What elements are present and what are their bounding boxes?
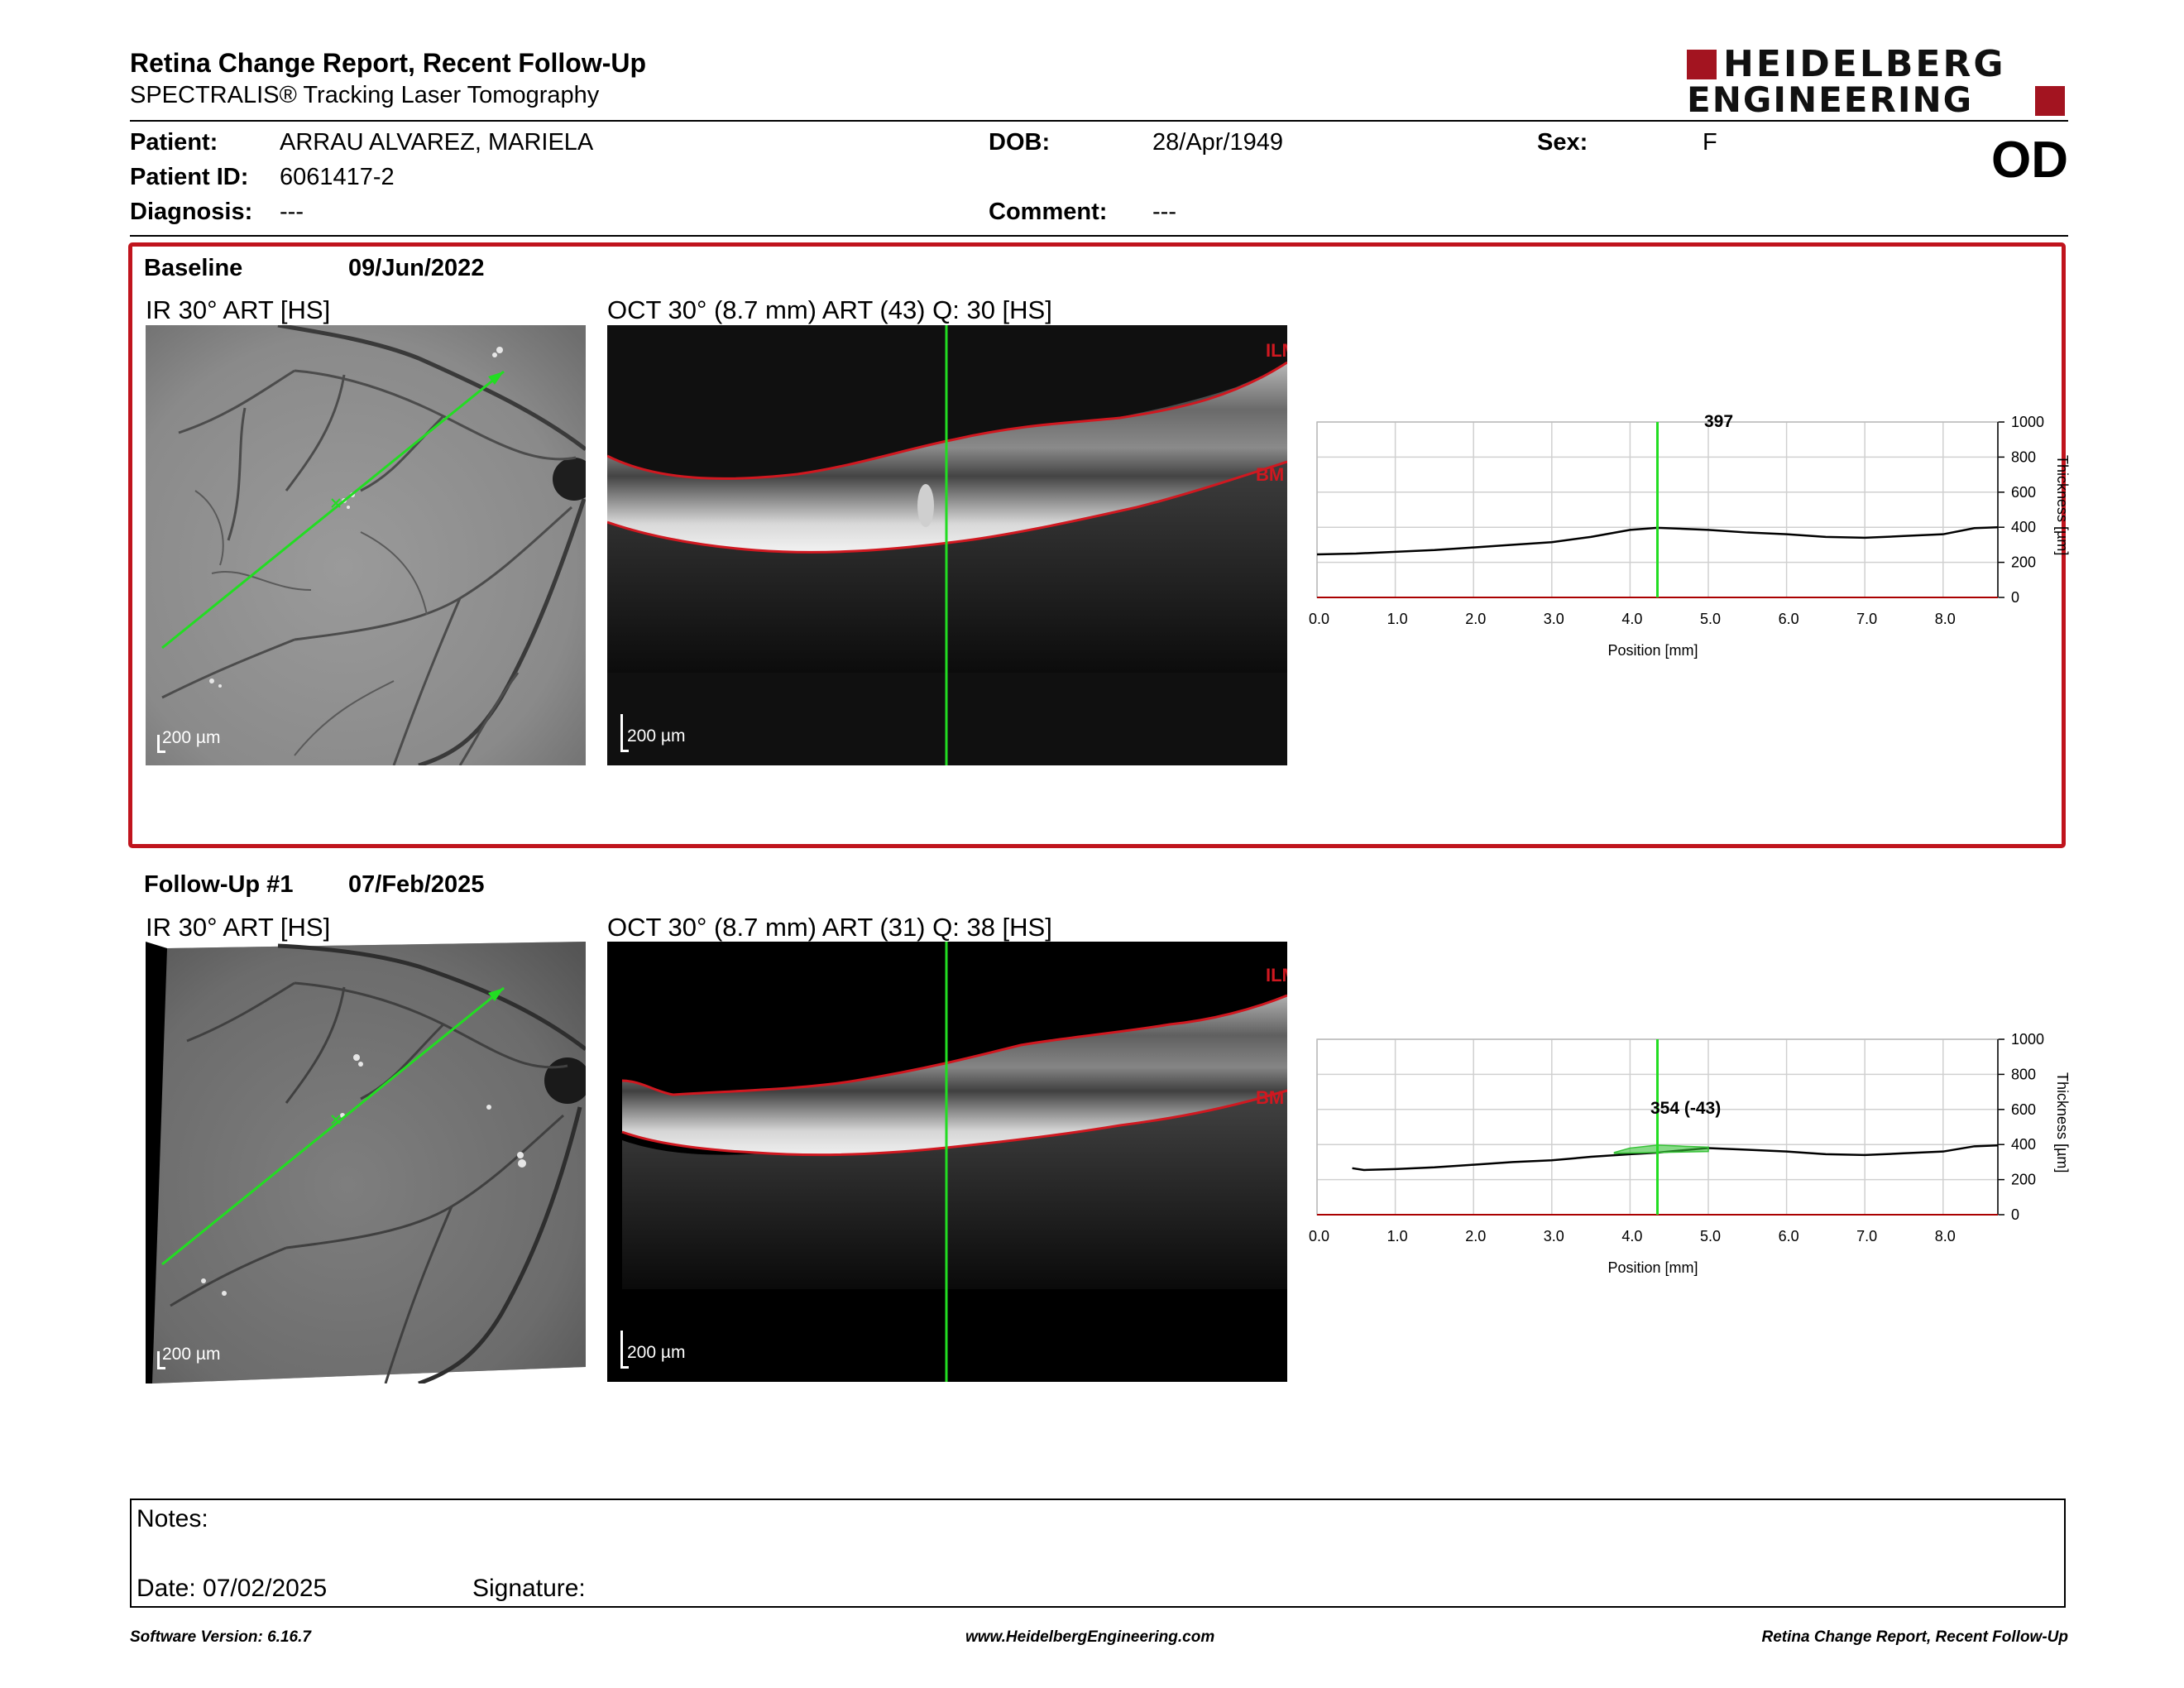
footer-report-name: Retina Change Report, Recent Follow-Up — [1761, 1628, 2068, 1646]
report-subtitle: SPECTRALIS® Tracking Laser Tomography — [130, 82, 600, 108]
chart-xtick-label: 8.0 — [1935, 611, 1956, 627]
patient-id-label: Patient ID: — [130, 164, 249, 190]
chart-xtick-label: 6.0 — [1779, 611, 1799, 627]
baseline-bm-label: BM — [1256, 464, 1284, 485]
baseline-frame — [128, 242, 2066, 848]
baseline-ilm-label: ILM — [1266, 340, 1287, 361]
chart-ytick-label: 400 — [2011, 519, 2036, 535]
baseline-ir-scale: 200 µm — [162, 728, 221, 747]
chart-ytick-label: 200 — [2011, 1172, 2036, 1188]
dob-label: DOB: — [989, 129, 1051, 156]
chart-xlabel: Position [mm] — [1608, 1259, 1698, 1276]
chart-xtick-label: 1.0 — [1387, 611, 1408, 627]
chart-ytick-label: 1000 — [2011, 1031, 2044, 1048]
sex-label: Sex: — [1537, 129, 1588, 156]
baseline-oct-image[interactable]: ILM BM 200 µm — [607, 325, 1287, 765]
chart-ytick-label: 200 — [2011, 554, 2036, 571]
chart-ytick-label: 0 — [2011, 589, 2019, 606]
baseline-oct-caption: OCT 30° (8.7 mm) ART (43) Q: 30 [HS] — [607, 295, 1052, 324]
dob-value: 28/Apr/1949 — [1152, 129, 1284, 156]
notes-date: Date: 07/02/2025 — [136, 1575, 328, 1602]
patient-label: Patient: — [130, 129, 218, 156]
chart-ytick-label: 1000 — [2011, 414, 2044, 430]
sex-value: F — [1703, 129, 1717, 156]
chart-xtick-label: 6.0 — [1779, 1228, 1799, 1244]
baseline-date: 09/Jun/2022 — [348, 255, 485, 281]
baseline-ir-image[interactable]: 200 µm — [146, 325, 586, 765]
followup-oct-scale: 200 µm — [627, 1343, 686, 1362]
followup-date: 07/Feb/2025 — [348, 871, 485, 898]
followup-ilm-label: ILM — [1266, 965, 1287, 985]
logo-square-icon — [2035, 86, 2065, 116]
chart-xtick-label: 7.0 — [1856, 611, 1877, 627]
signature-label: Signature: — [472, 1575, 586, 1602]
baseline-oct-scale: 200 µm — [627, 727, 686, 746]
followup-label: Follow-Up #1 — [144, 871, 294, 898]
footer-website[interactable]: www.HeidelbergEngineering.com — [965, 1628, 1215, 1646]
baseline-thickness-chart: 0.0 1.0 2.0 3.0 4.0 5.0 6.0 7.0 8.0 0 200 400 600 800… — [1309, 412, 2071, 659]
scale-bar-icon — [157, 735, 160, 753]
chart-ytick-label: 800 — [2011, 448, 2036, 465]
notes-label: Notes: — [136, 1505, 208, 1532]
chart-xtick-label: 2.0 — [1465, 611, 1486, 627]
scale-bar-icon — [157, 1351, 160, 1369]
logo-line2: ENGINEERING — [1687, 79, 1974, 120]
logo-square-icon — [1687, 50, 1717, 79]
header-divider — [130, 120, 2068, 122]
followup-oct-image[interactable]: ILM BM 200 µm — [607, 942, 1287, 1382]
eye-label: OD — [1991, 132, 2068, 189]
followup-ir-image[interactable]: 200 µm — [146, 942, 586, 1383]
chart-ylabel: Thickness [µm] — [2054, 1072, 2071, 1172]
chart-xtick-label: 5.0 — [1700, 611, 1721, 627]
notes-box[interactable]: Notes: Date: 07/02/2025 Signature: — [130, 1499, 2066, 1608]
baseline-ir-caption: IR 30° ART [HS] — [146, 295, 331, 324]
logo-line1: HEIDELBERG — [1723, 43, 2006, 85]
chart-xlabel: Position [mm] — [1608, 642, 1698, 659]
patient-id: 6061417-2 — [280, 164, 395, 190]
diagnosis-value: --- — [280, 199, 304, 225]
report-title: Retina Change Report, Recent Follow-Up — [130, 48, 647, 78]
followup-thickness-chart: 0.0 1.0 2.0 3.0 4.0 5.0 6.0 7.0 8.0 0 200 400 600 800… — [1309, 1031, 2071, 1276]
chart-ytick-label: 600 — [2011, 484, 2036, 501]
chart-xtick-label: 3.0 — [1544, 1228, 1564, 1244]
scale-bar-icon — [620, 714, 623, 752]
chart-xtick-label: 5.0 — [1700, 1228, 1721, 1244]
comment-label: Comment: — [989, 199, 1108, 225]
followup-bm-label: BM — [1256, 1087, 1284, 1108]
patient-divider — [130, 235, 2068, 237]
comment-value: --- — [1152, 199, 1176, 225]
chart-xtick-label: 2.0 — [1465, 1228, 1486, 1244]
chart-xtick-label: 4.0 — [1621, 1228, 1642, 1244]
baseline-label: Baseline — [144, 255, 243, 281]
chart-xtick-label: 7.0 — [1856, 1228, 1877, 1244]
chart-ytick-label: 800 — [2011, 1066, 2036, 1082]
chart-change-area — [1613, 1144, 1709, 1154]
chart-xtick-label: 3.0 — [1544, 611, 1564, 627]
footer-software-version: Software Version: 6.16.7 — [130, 1628, 311, 1646]
chart-xtick-label: 1.0 — [1387, 1228, 1408, 1244]
chart-xtick-label: 8.0 — [1935, 1228, 1956, 1244]
chart-ytick-label: 600 — [2011, 1101, 2036, 1118]
followup-ir-caption: IR 30° ART [HS] — [146, 913, 331, 942]
followup-oct-caption: OCT 30° (8.7 mm) ART (31) Q: 38 [HS] — [607, 913, 1052, 942]
chart-ylabel: Thickness [µm] — [2054, 455, 2071, 555]
chart-xtick-label: 0.0 — [1309, 611, 1329, 627]
chart-ytick-label: 0 — [2011, 1206, 2019, 1223]
chart-xtick-label: 0.0 — [1309, 1228, 1329, 1244]
chart-ytick-label: 400 — [2011, 1136, 2036, 1153]
followup-marker-value: 354 (-43) — [1650, 1099, 1721, 1118]
chart-xtick-label: 4.0 — [1621, 611, 1642, 627]
followup-ir-scale: 200 µm — [162, 1345, 221, 1364]
diagnosis-label: Diagnosis: — [130, 199, 253, 225]
patient-name: ARRAU ALVAREZ, MARIELA — [280, 129, 594, 156]
scale-bar-icon — [620, 1331, 623, 1369]
baseline-marker-value: 397 — [1704, 412, 1733, 431]
